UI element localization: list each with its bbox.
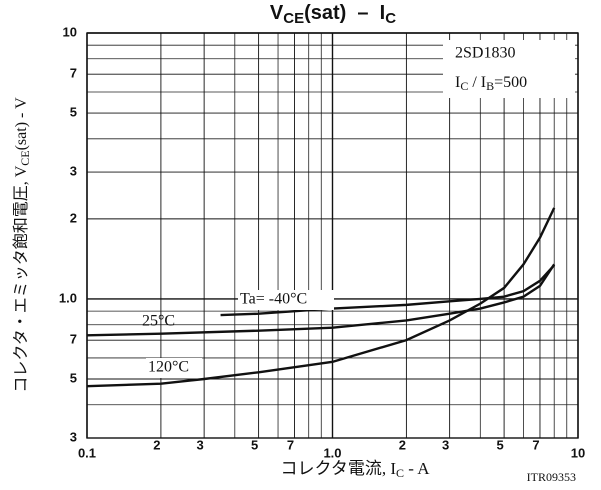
label-part: (sat) - V [13, 97, 30, 150]
x-tick-label: 5 [251, 437, 258, 452]
label-part: C [396, 466, 404, 480]
info-part: / I [468, 74, 486, 91]
info-box [443, 40, 575, 98]
x-tick-label: 0.1 [78, 445, 96, 460]
label-part: コレクタ電流, I [281, 459, 397, 478]
info-text: IC / IB=500 [455, 74, 527, 93]
label-part: - A [404, 459, 430, 478]
title-part: C [385, 10, 396, 27]
label-bg [146, 358, 202, 378]
x-tick-label: 5 [496, 437, 503, 452]
y-tick-label: 3 [70, 429, 77, 444]
chart-title: VCE(sat) – IC [270, 2, 396, 27]
y-tick-label: 10 [63, 24, 77, 39]
curve [86, 263, 556, 337]
x-axis-label: コレクタ電流, IC - A [281, 459, 431, 480]
y-tick-label: 3 [70, 163, 77, 178]
y-tick-label: 7 [70, 332, 77, 347]
x-tick-label: 7 [532, 437, 539, 452]
y-tick-label: 1.0 [59, 290, 77, 305]
x-tick-label: 7 [287, 437, 294, 452]
x-tick-label: 10 [571, 445, 585, 460]
curve [220, 264, 556, 317]
info-part: C [460, 79, 468, 93]
x-tick-label: 3 [442, 437, 449, 452]
y-axis-label: コレクタ・エミッタ飽和電圧, VCE(sat) - V [12, 97, 32, 393]
info-part: I [455, 74, 460, 91]
plot-frame [86, 32, 579, 439]
curve [86, 207, 556, 388]
curve-label: 120°C [148, 359, 189, 376]
x-tick-label: 3 [197, 437, 204, 452]
label-part: CE [18, 150, 32, 165]
x-tick-label: 1.0 [323, 445, 341, 460]
x-tick-label: 2 [399, 437, 406, 452]
x-tick-label: 2 [153, 437, 160, 452]
title-part: CE [283, 10, 304, 27]
title-part: (sat) – I [304, 2, 385, 24]
info-part: B [486, 79, 494, 93]
y-tick-label: 5 [70, 370, 77, 385]
info-part: =500 [494, 74, 527, 91]
y-tick-label: 7 [70, 66, 77, 81]
title-part: V [270, 2, 284, 24]
label-bg [238, 290, 334, 310]
y-tick-label: 5 [70, 104, 77, 119]
curve-label: Ta= -40°C [240, 291, 307, 308]
info-text: 2SD1830 [455, 45, 515, 62]
curve-label: 25°C [142, 313, 175, 330]
figure-code: ITR09353 [527, 470, 576, 484]
y-tick-label: 2 [70, 210, 77, 225]
label-part: コレクタ・エミッタ飽和電圧, V [12, 165, 30, 392]
